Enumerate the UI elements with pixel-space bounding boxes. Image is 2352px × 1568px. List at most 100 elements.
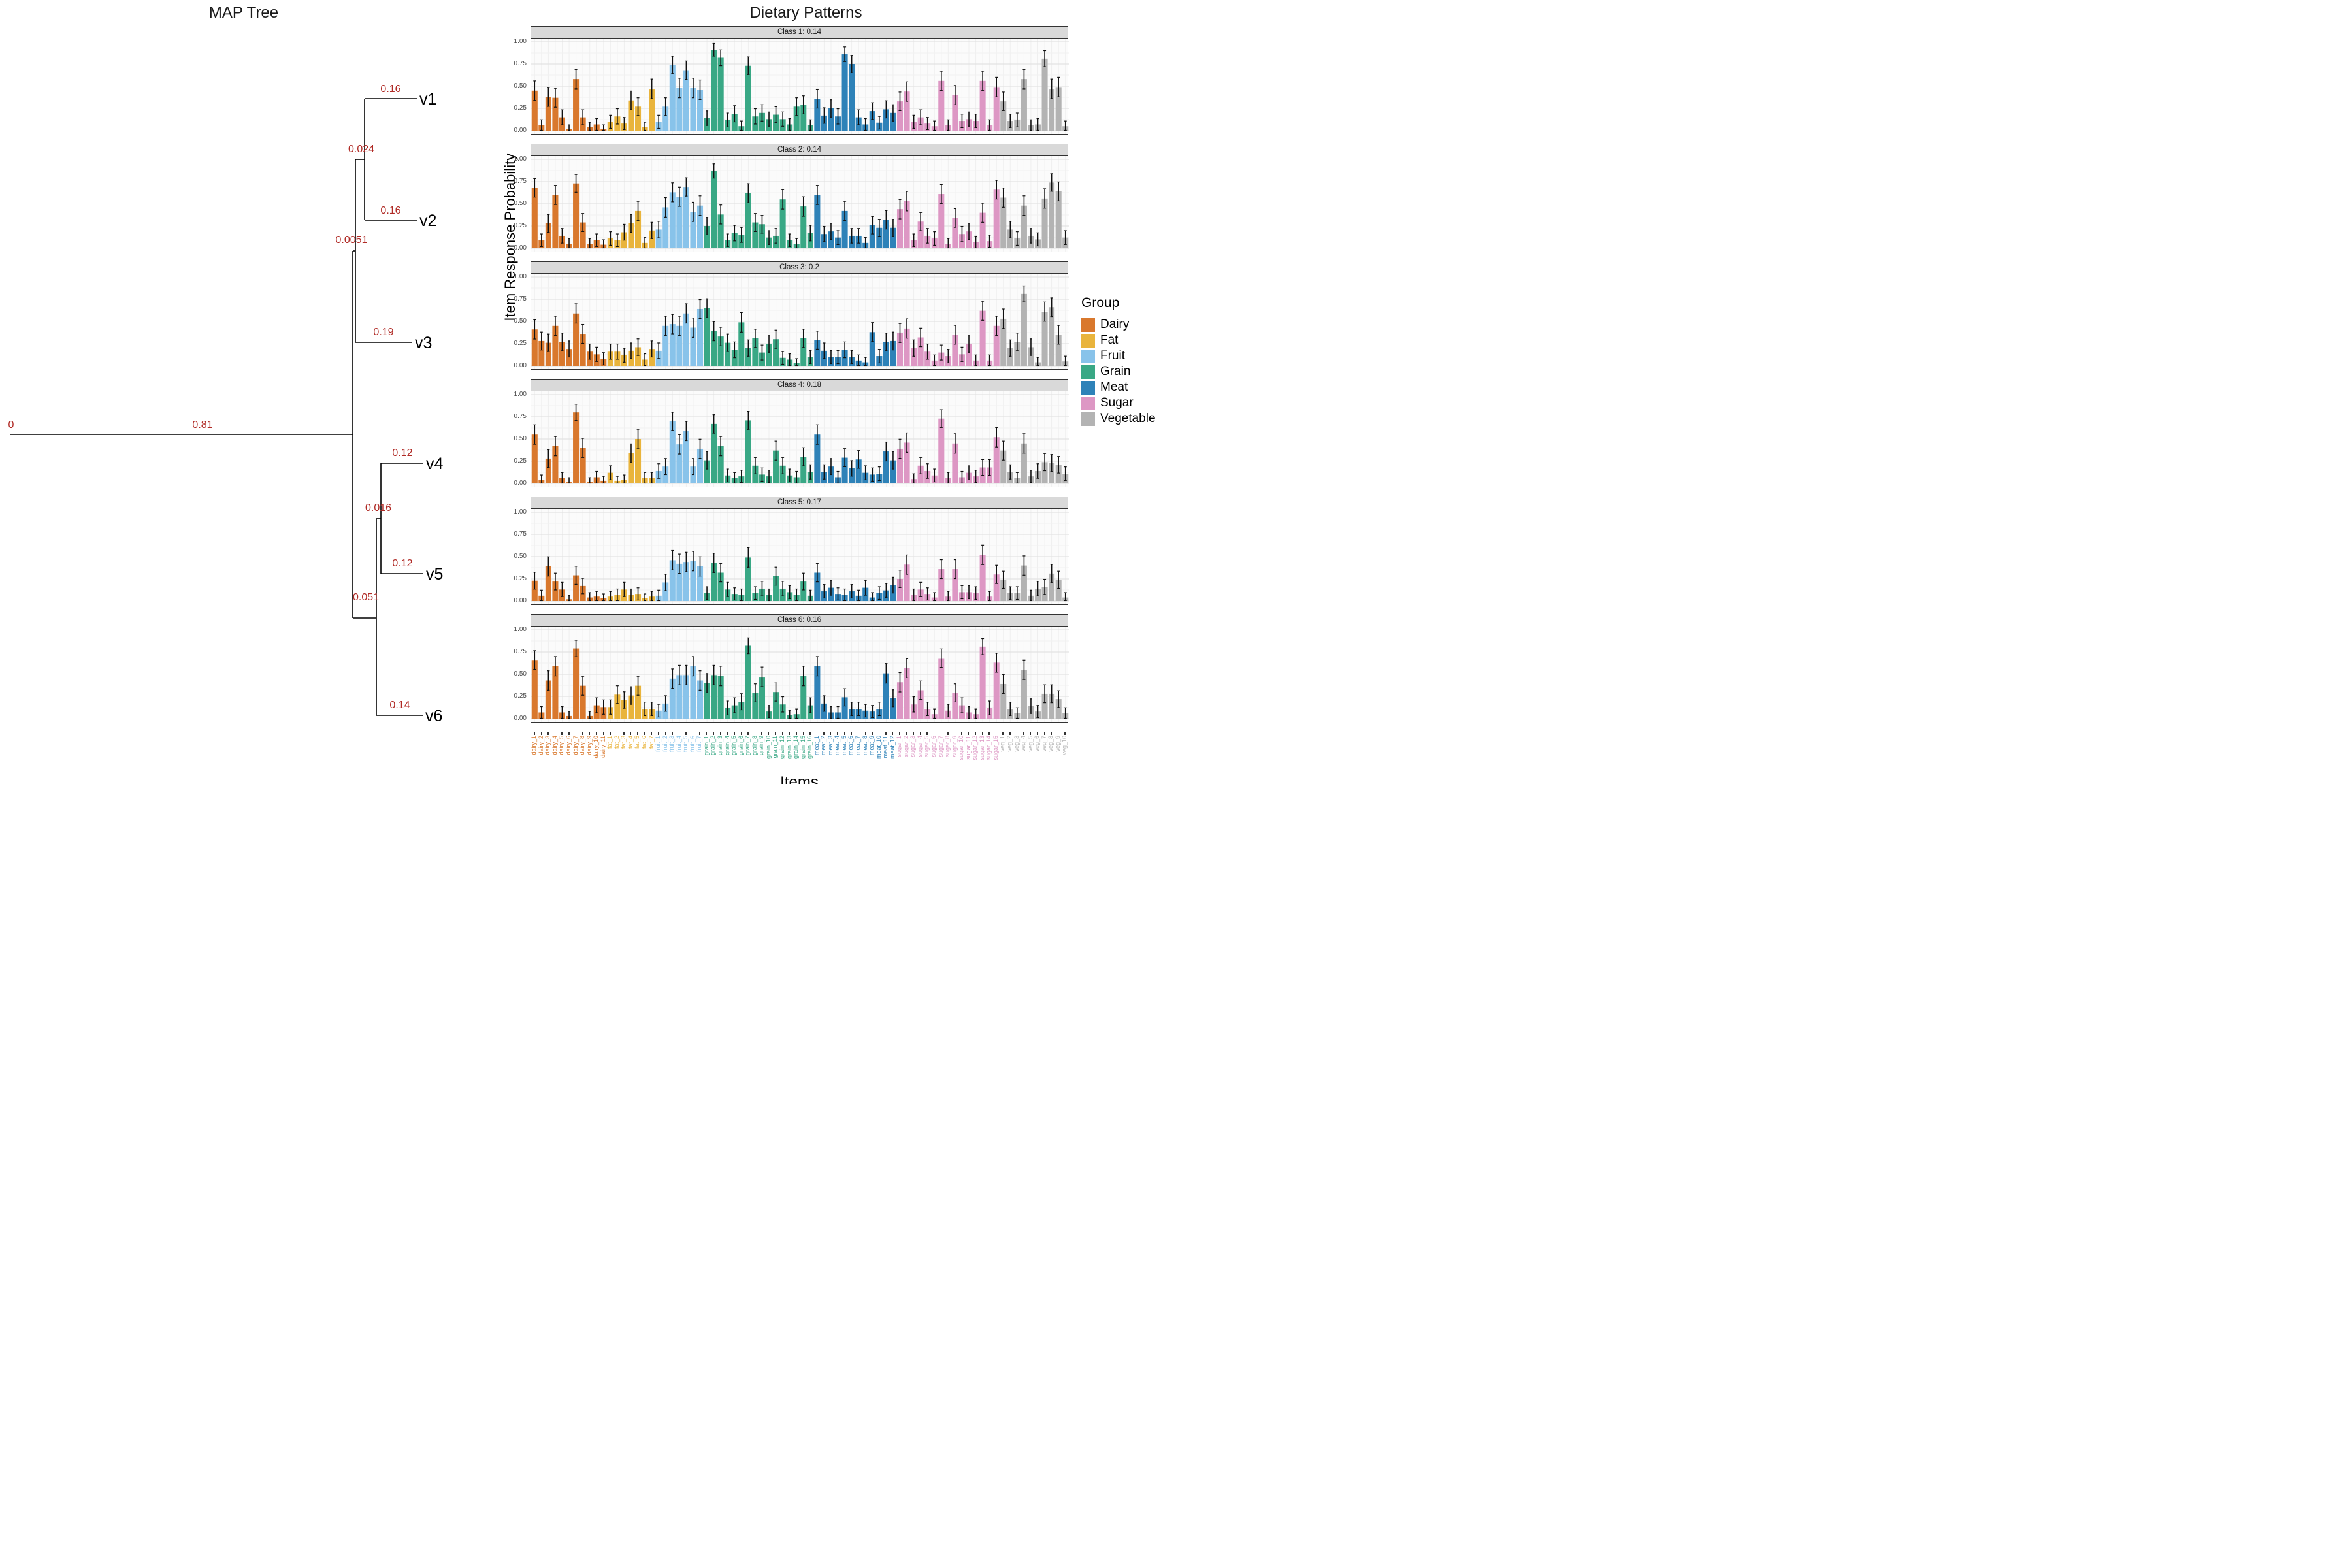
y-tick-label: 0.25: [514, 575, 527, 582]
tip-label: v1: [419, 90, 436, 108]
branch-length-label: 0.12: [392, 448, 412, 459]
bar: [669, 560, 676, 601]
tip-label: v2: [419, 212, 436, 230]
x-tick-mark: [610, 732, 611, 735]
bar: [800, 676, 807, 719]
x-tick-label: fat_3: [620, 736, 627, 749]
bar: [669, 421, 676, 483]
legend-swatch: [1081, 349, 1095, 363]
facet-strip-label: Class 6: 0.16: [531, 614, 1068, 626]
bar: [704, 683, 710, 719]
x-tick-slot: fruit_1: [655, 732, 662, 774]
bar: [531, 329, 538, 366]
x-tick-label: meat_8: [861, 736, 868, 756]
bar: [793, 106, 800, 131]
legend-label: Fat: [1100, 333, 1119, 347]
bar: [573, 412, 580, 483]
bar: [814, 666, 821, 719]
y-tick-label: 0.25: [514, 222, 527, 229]
bar: [952, 443, 958, 483]
facet-strip-label: Class 5: 0.17: [531, 497, 1068, 508]
x-tick-slot: fat_5: [634, 732, 641, 774]
bar: [773, 692, 779, 719]
bar: [745, 557, 751, 601]
bar: [979, 646, 986, 719]
x-tick-slot: sugar_5: [923, 732, 930, 774]
bar: [628, 223, 634, 248]
bar: [573, 313, 580, 366]
bar: [690, 88, 696, 131]
x-tick-slot: meat_3: [827, 732, 834, 774]
bar: [573, 648, 580, 719]
x-tick-label: meat_7: [854, 736, 861, 756]
x-tick-label: grain_3: [717, 736, 724, 756]
bar: [883, 451, 889, 483]
x-tick-slot: sugar_7: [937, 732, 944, 774]
y-tick-label: 0.75: [514, 295, 527, 302]
facet-strip-label: Class 2: 0.14: [531, 144, 1068, 155]
x-tick-mark: [754, 732, 756, 735]
x-tick-label: meat_9: [868, 736, 875, 756]
bar: [993, 189, 1000, 248]
legend-label: Dairy: [1100, 318, 1130, 331]
x-tick-mark: [589, 732, 591, 735]
x-tick-slot: veg_9: [1054, 732, 1062, 774]
x-tick-mark: [664, 732, 666, 735]
bar: [1000, 318, 1007, 366]
bar: [683, 562, 689, 601]
bar: [904, 201, 910, 248]
x-tick-mark: [988, 732, 990, 735]
x-tick-slot: meat_11: [882, 732, 889, 774]
bar: [552, 446, 559, 483]
branch-length-label: 0.016: [365, 502, 391, 514]
legend-swatch: [1081, 318, 1095, 332]
x-tick-mark: [658, 732, 659, 735]
bar: [1055, 87, 1062, 131]
bar: [979, 80, 986, 131]
y-tick-label: 1.00: [514, 508, 527, 515]
x-tick-label: meat_11: [882, 736, 889, 759]
y-tick-label: 0.50: [514, 553, 527, 560]
x-tick-slot: sugar_10: [958, 732, 965, 774]
bar: [545, 458, 551, 483]
bar: [896, 209, 904, 248]
bar: [814, 572, 821, 601]
x-tick-mark: [809, 732, 811, 735]
bar: [635, 439, 642, 483]
legend-entries: Dairy Fat Fruit Grain Meat Sugar Vegetable: [1081, 318, 1176, 426]
bar: [552, 195, 559, 248]
bar: [890, 460, 896, 483]
x-tick-label: grain_12: [778, 736, 785, 759]
bar: [1000, 683, 1007, 719]
x-tick-label: sugar_4: [916, 736, 923, 757]
bar: [711, 675, 717, 719]
bar: [1055, 465, 1062, 483]
facet-class-6: Class 6: 0.16 1.00 0.75 0.50 0.25 0.00: [514, 614, 1069, 723]
bar: [717, 214, 724, 248]
bar: [676, 88, 683, 131]
bar: [938, 418, 945, 483]
bar: [904, 668, 910, 719]
bar: [621, 700, 627, 719]
y-tick-label: 0.00: [514, 127, 527, 134]
x-tick-mark: [837, 732, 838, 735]
x-tick-label: veg_10: [1061, 736, 1068, 755]
bar: [711, 423, 717, 483]
facet-class-3: Class 3: 0.2 1.00 0.75 0.50 0.25 0.00: [514, 261, 1069, 370]
x-tick-mark: [1064, 732, 1066, 735]
bar: [814, 99, 821, 131]
legend-entry-meat: Meat: [1081, 380, 1176, 395]
x-tick-label: sugar_7: [937, 736, 944, 757]
y-tick-label: 0.25: [514, 457, 527, 465]
x-tick-label: dairy_1: [531, 736, 538, 755]
x-tick-slot: sugar_2: [903, 732, 910, 774]
bar: [773, 450, 779, 483]
x-tick-mark: [933, 732, 935, 735]
bar: [890, 340, 896, 366]
bar: [904, 91, 910, 131]
facet-plot: [531, 156, 1069, 252]
x-tick-slot: grain_13: [785, 732, 792, 774]
x-tick-label: sugar_3: [909, 736, 917, 757]
bar: [800, 581, 807, 601]
bar: [545, 97, 551, 131]
